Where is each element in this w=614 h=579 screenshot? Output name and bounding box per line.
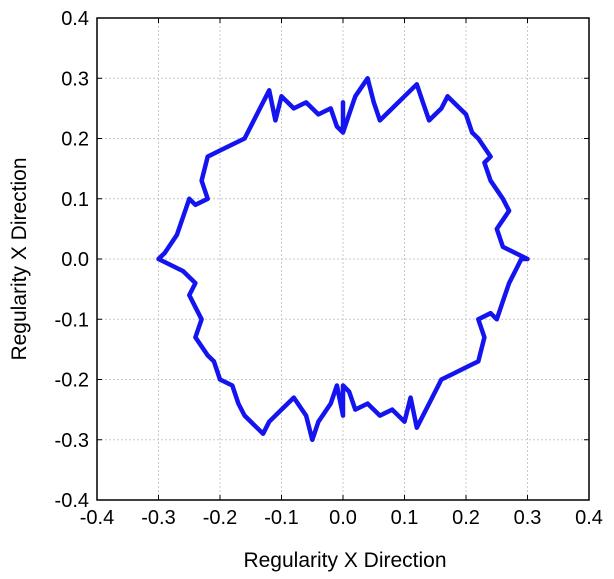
x-tick-label: -0.4 xyxy=(80,507,114,529)
x-tick-label: -0.2 xyxy=(203,507,237,529)
y-axis-title: Regularity X Direction xyxy=(8,157,31,360)
x-tick-label: 0.4 xyxy=(575,507,603,529)
x-tick-label: 0.2 xyxy=(452,507,480,529)
x-tick-label: 0.0 xyxy=(329,507,357,529)
y-tick-label: 0.4 xyxy=(61,8,89,30)
y-tick-labels: -0.4 -0.3 -0.2 -0.1 0.0 0.1 0.2 0.3 0.4 xyxy=(55,8,89,512)
x-tick-label: 0.3 xyxy=(514,507,542,529)
y-tick-label: 0.0 xyxy=(61,249,89,271)
y-tick-label: -0.2 xyxy=(55,370,89,392)
y-tick-label: 0.2 xyxy=(61,129,89,151)
series-line-0 xyxy=(156,76,530,443)
y-tick-label: -0.4 xyxy=(55,490,89,512)
y-tick-label: -0.1 xyxy=(55,309,89,331)
x-tick-label: -0.3 xyxy=(141,507,175,529)
y-tick-label: -0.3 xyxy=(55,430,89,452)
x-tick-label: 0.1 xyxy=(391,507,419,529)
x-tick-labels: -0.4 -0.3 -0.2 -0.1 0.0 0.1 0.2 0.3 0.4 xyxy=(80,507,603,529)
series xyxy=(156,76,530,443)
ticks xyxy=(96,17,590,501)
y-tick-label: 0.3 xyxy=(61,68,89,90)
grid xyxy=(97,18,589,500)
y-tick-label: 0.1 xyxy=(61,189,89,211)
x-axis-title: Regularity X Direction xyxy=(243,549,446,572)
x-tick-label: -0.1 xyxy=(264,507,298,529)
